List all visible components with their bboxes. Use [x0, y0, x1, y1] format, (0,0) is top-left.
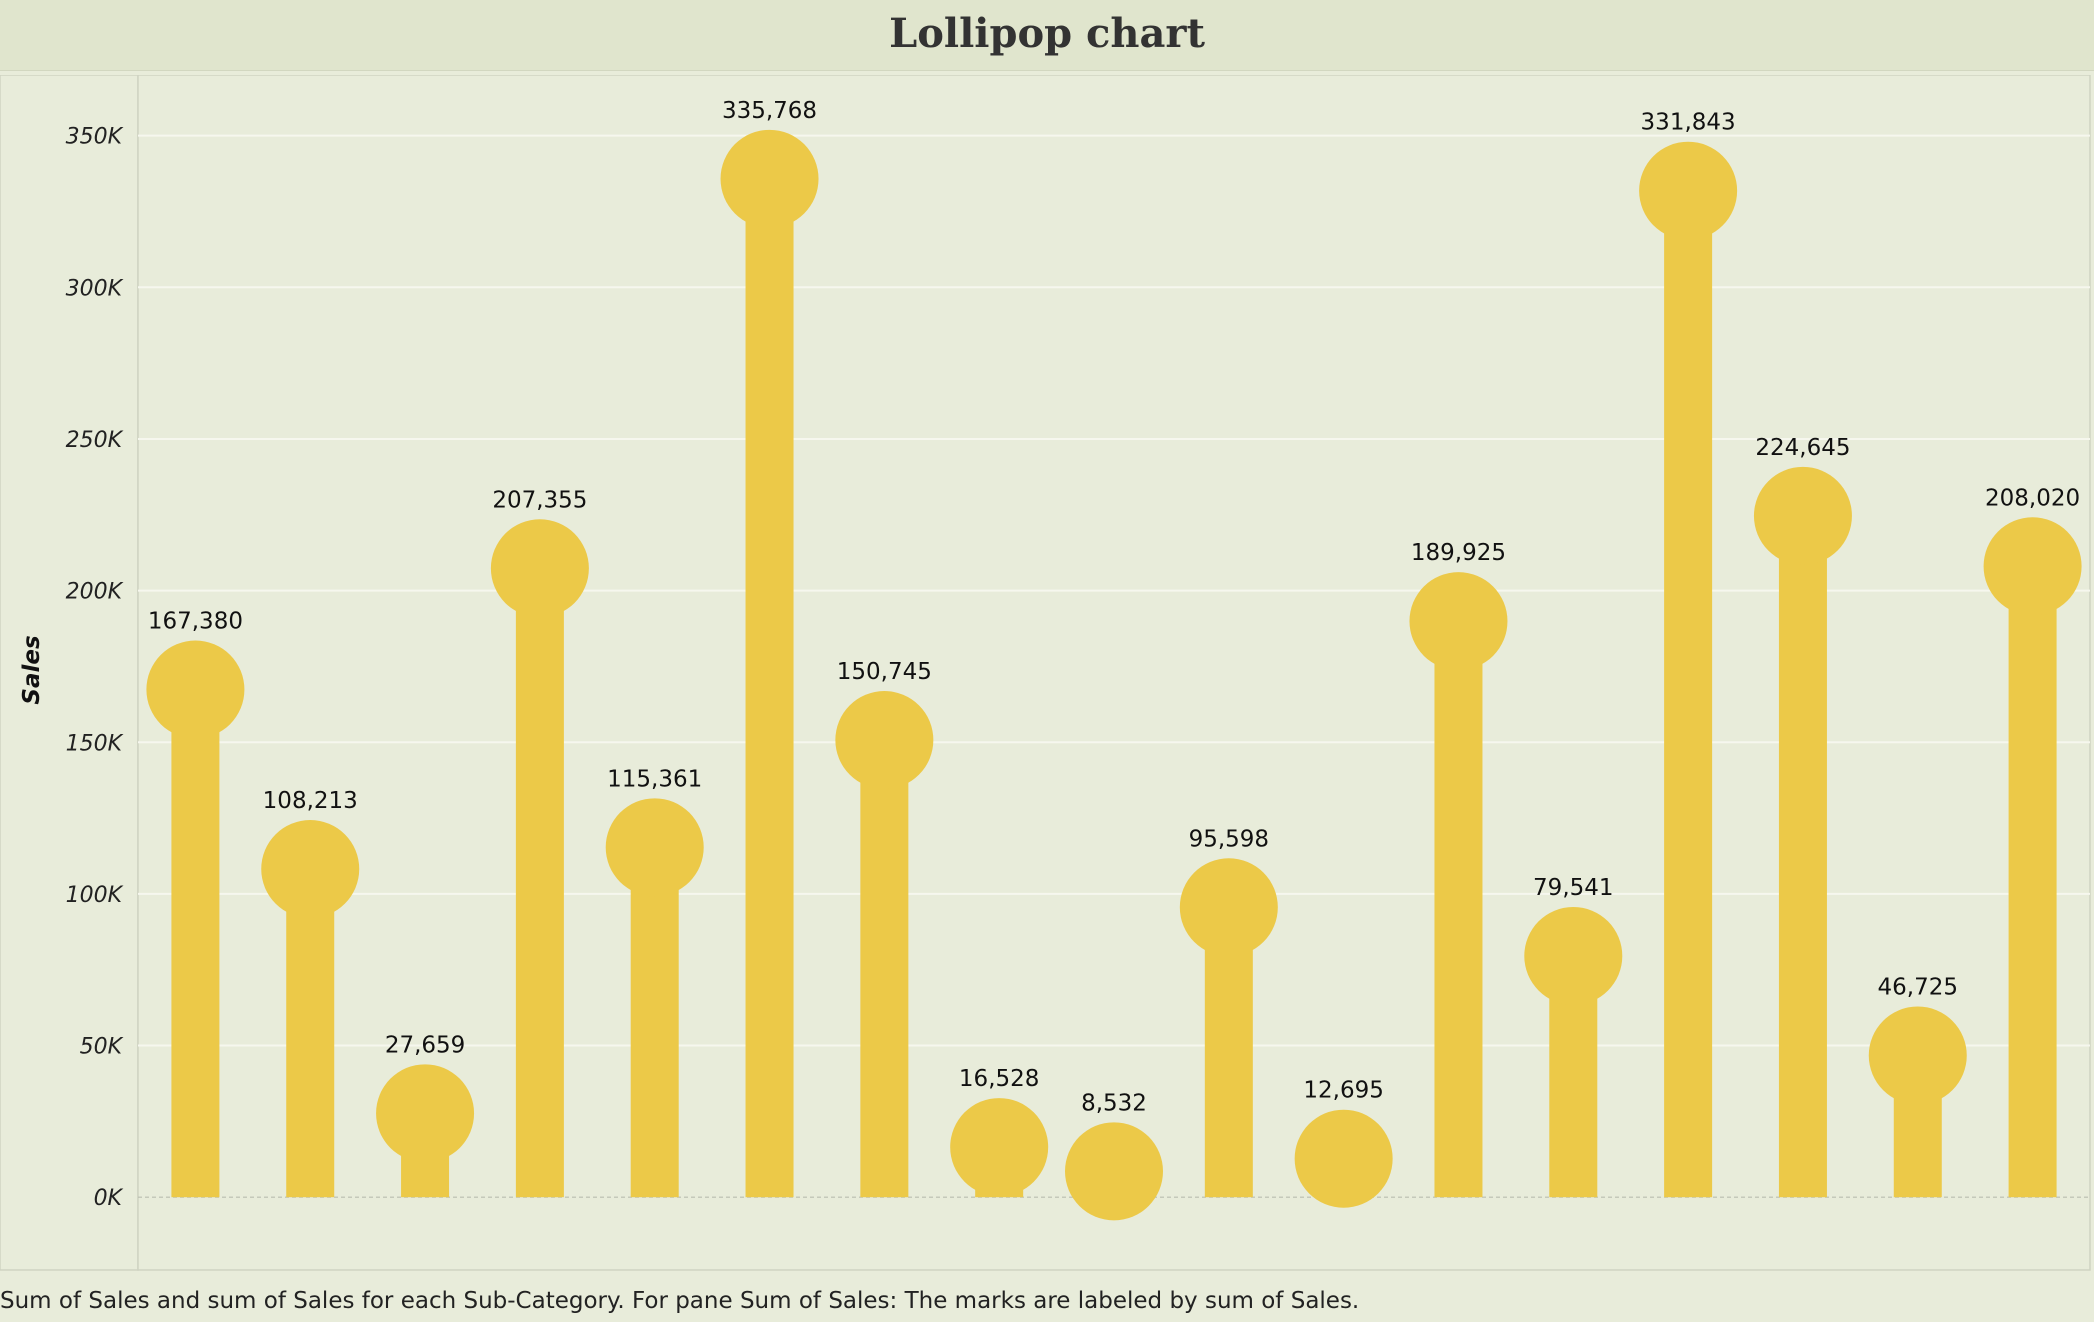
data-label: 27,659 — [385, 1032, 465, 1058]
data-labels: 167,380 108,213 27,659 207,355 115,361 335,76… — [148, 98, 2080, 1117]
data-label: 16,528 — [959, 1066, 1039, 1092]
data-label: 108,213 — [263, 788, 358, 814]
data-label: 12,695 — [1303, 1078, 1383, 1104]
chart-area: 0K 50K 100K 150K 200K 250K 300K 350K Sales 167,… — [0, 75, 2091, 1271]
y-axis-panel — [0, 75, 139, 1271]
lollipop-head — [1753, 466, 1852, 565]
lollipop-head — [1868, 1006, 1967, 1105]
data-label: 46,725 — [1878, 974, 1958, 1000]
lollipop-stem — [745, 178, 794, 1198]
y-tick-label: 150K — [66, 731, 124, 756]
lollipop-head — [1179, 858, 1278, 957]
lollipop-stem — [860, 739, 909, 1198]
lollipop-head — [1409, 572, 1508, 671]
data-label: 167,380 — [148, 609, 243, 635]
y-tick-label: 250K — [66, 428, 124, 453]
lollipop-stem — [286, 868, 335, 1198]
data-label: 79,541 — [1533, 875, 1613, 901]
lollipop-head — [1524, 906, 1623, 1005]
lollipop-head — [261, 819, 360, 918]
data-label: 207,355 — [492, 487, 587, 513]
gridlines — [138, 134, 2090, 1198]
lollipop-head — [490, 519, 589, 618]
data-label: 95,598 — [1189, 826, 1269, 852]
chart-caption: Sum of Sales and sum of Sales for each S… — [0, 1288, 1360, 1314]
data-label: 115,361 — [607, 766, 702, 792]
lollipop-marks — [146, 129, 2082, 1221]
lollipop-stem — [515, 568, 564, 1198]
lollipop-head — [1983, 517, 2082, 616]
data-label: 8,532 — [1081, 1090, 1147, 1116]
data-label: 189,925 — [1411, 540, 1506, 566]
lollipop-stem — [1778, 515, 1827, 1198]
lollipop-stem — [630, 847, 679, 1198]
y-axis-ticks: 0K 50K 100K 150K 200K 250K 300K 350K — [66, 125, 124, 1212]
y-tick-label: 50K — [80, 1035, 124, 1060]
data-label: 208,020 — [1985, 485, 2080, 511]
data-label: 224,645 — [1755, 435, 1850, 461]
plot-panel — [137, 75, 2091, 1271]
y-tick-label: 200K — [66, 580, 124, 605]
lollipop-head — [146, 640, 245, 739]
lollipop-stem — [1664, 190, 1713, 1198]
lollipop-head — [835, 690, 934, 789]
lollipop-head — [1639, 141, 1738, 240]
data-label: 335,768 — [722, 98, 817, 124]
lollipop-head — [720, 129, 819, 228]
chart-title: Lollipop chart — [889, 10, 1205, 57]
lollipop-stem — [1434, 621, 1483, 1198]
lollipop-head — [1294, 1109, 1393, 1208]
lollipop-head — [950, 1098, 1049, 1197]
lollipop-stem — [2008, 566, 2057, 1198]
lollipop-head — [605, 798, 704, 897]
y-tick-label: 100K — [66, 883, 124, 908]
lollipop-head — [1065, 1122, 1163, 1221]
y-tick-label: 0K — [94, 1186, 124, 1211]
data-label: 331,843 — [1641, 110, 1736, 136]
y-tick-label: 350K — [66, 125, 124, 150]
lollipop-stem — [171, 689, 220, 1198]
lollipop-head — [376, 1064, 475, 1163]
y-axis-title: Sales — [19, 635, 45, 704]
title-bar: Lollipop chart — [0, 0, 2094, 71]
y-tick-label: 300K — [66, 276, 124, 301]
data-label: 150,745 — [837, 659, 932, 685]
